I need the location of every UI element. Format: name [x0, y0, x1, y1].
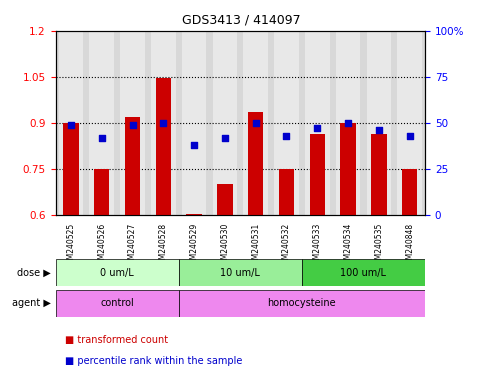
- Bar: [63, 123, 79, 215]
- Text: GDS3413 / 414097: GDS3413 / 414097: [182, 13, 301, 26]
- Bar: [58, 31, 83, 215]
- Bar: [217, 184, 233, 215]
- Bar: [279, 169, 294, 215]
- Bar: [186, 214, 202, 215]
- Bar: [398, 31, 422, 215]
- Bar: [302, 259, 425, 286]
- Bar: [56, 259, 179, 286]
- Point: [190, 142, 198, 148]
- Text: agent ▶: agent ▶: [12, 298, 51, 308]
- Text: ■ percentile rank within the sample: ■ percentile rank within the sample: [65, 356, 242, 366]
- Bar: [243, 31, 268, 215]
- Text: dose ▶: dose ▶: [17, 268, 51, 278]
- Bar: [182, 31, 206, 215]
- Point: [344, 120, 352, 126]
- Text: 100 um/L: 100 um/L: [341, 268, 386, 278]
- Text: 0 um/L: 0 um/L: [100, 268, 134, 278]
- Bar: [125, 117, 140, 215]
- Bar: [120, 31, 145, 215]
- Point: [221, 134, 229, 141]
- Point: [128, 122, 136, 128]
- Bar: [274, 31, 299, 215]
- Point: [159, 120, 167, 126]
- Point: [375, 127, 383, 133]
- Bar: [213, 31, 237, 215]
- Bar: [248, 112, 263, 215]
- Bar: [371, 134, 386, 215]
- Bar: [402, 169, 417, 215]
- Point: [67, 122, 75, 128]
- Text: ■ transformed count: ■ transformed count: [65, 335, 169, 345]
- Bar: [310, 134, 325, 215]
- Bar: [305, 31, 329, 215]
- Bar: [367, 31, 391, 215]
- Bar: [179, 290, 425, 317]
- Bar: [341, 123, 356, 215]
- Bar: [94, 169, 110, 215]
- Text: control: control: [100, 298, 134, 308]
- Point: [98, 134, 106, 141]
- Bar: [89, 31, 114, 215]
- Bar: [179, 259, 302, 286]
- Point: [283, 133, 290, 139]
- Bar: [151, 31, 176, 215]
- Bar: [336, 31, 360, 215]
- Bar: [156, 78, 171, 215]
- Text: homocysteine: homocysteine: [268, 298, 336, 308]
- Text: 10 um/L: 10 um/L: [220, 268, 260, 278]
- Point: [252, 120, 259, 126]
- Bar: [56, 290, 179, 317]
- Point: [313, 125, 321, 131]
- Point: [406, 133, 413, 139]
